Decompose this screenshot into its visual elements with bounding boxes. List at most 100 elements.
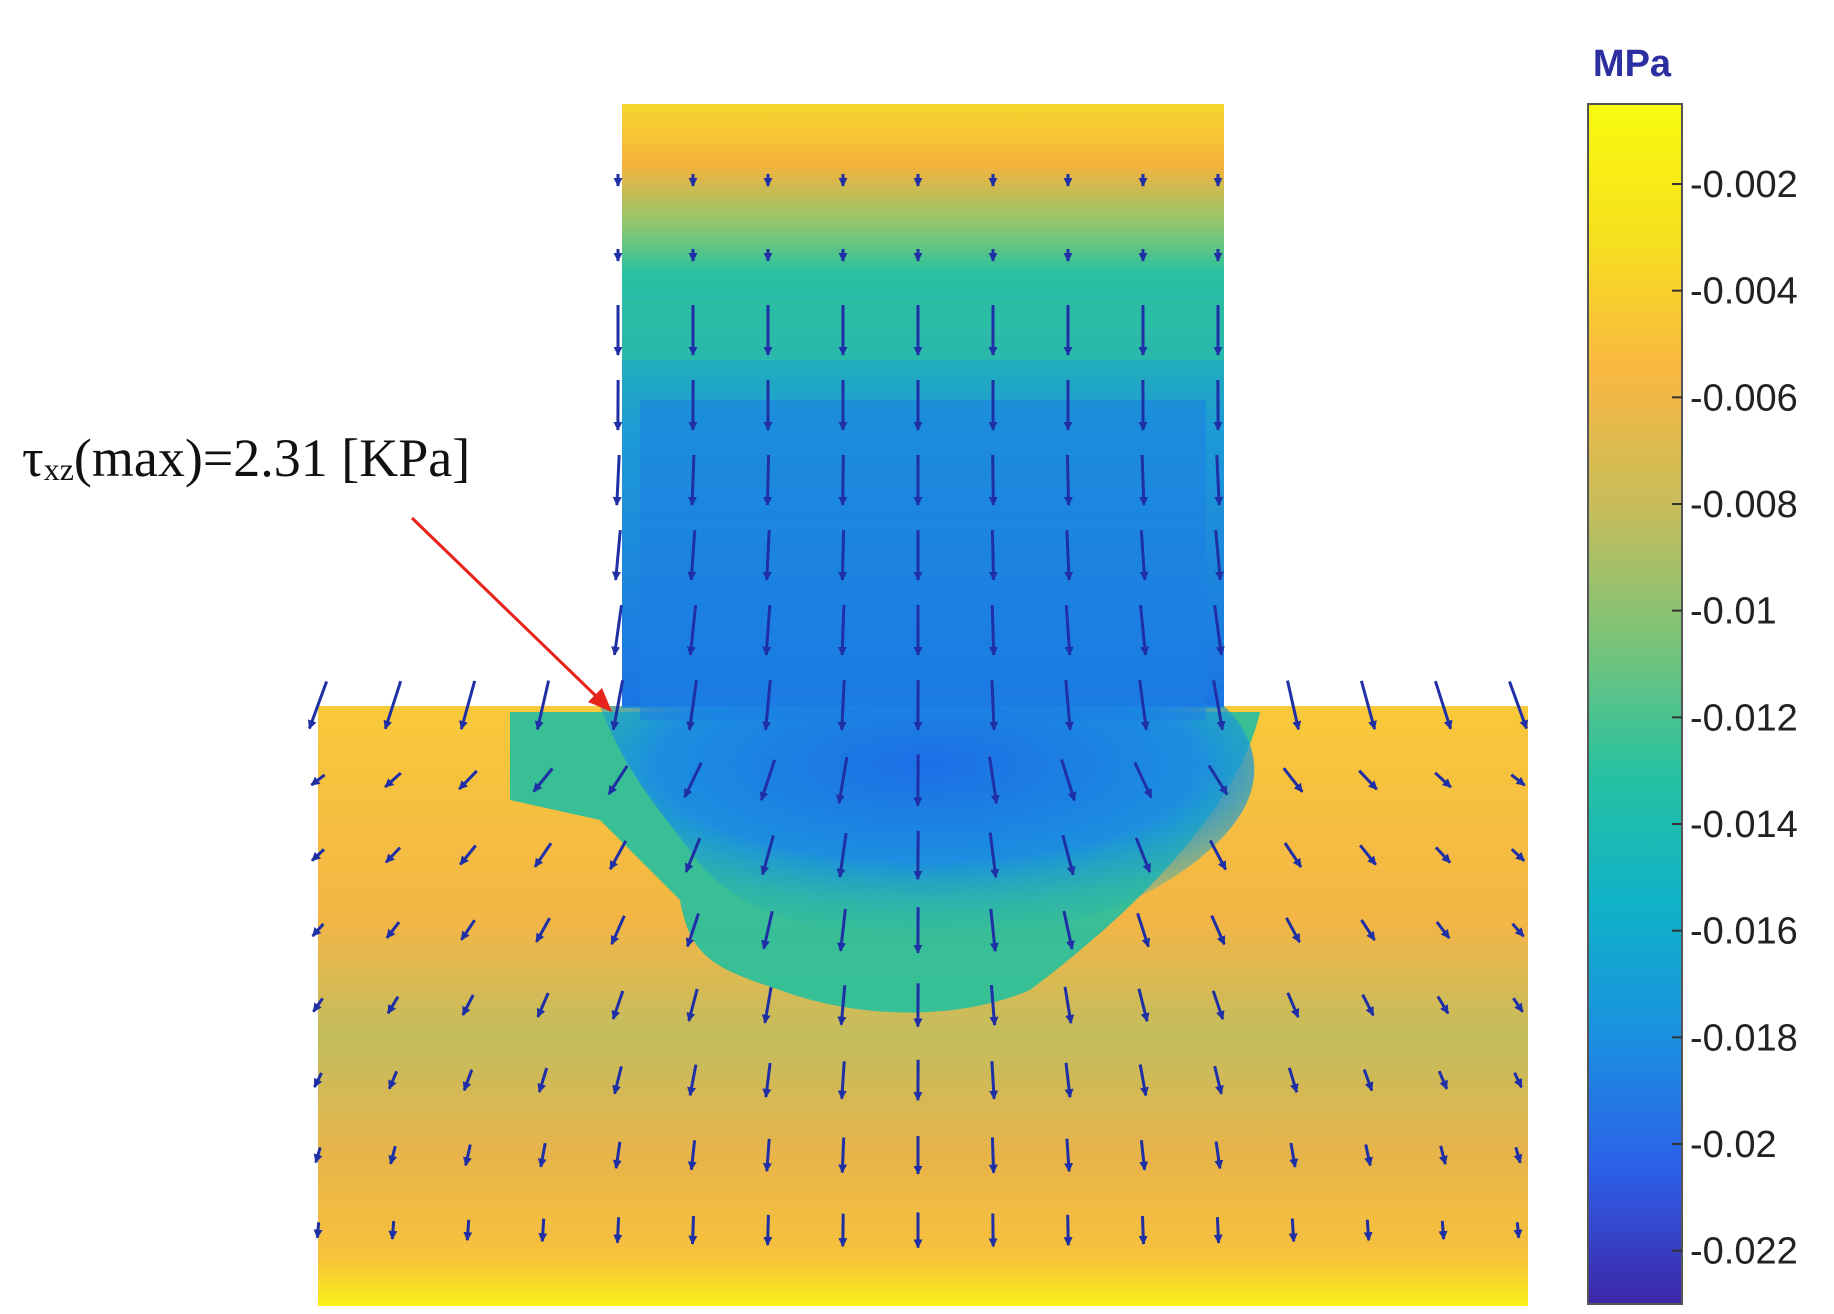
quiver-arrow — [1134, 837, 1152, 873]
colorbar-tick-label: -0.02 — [1690, 1124, 1777, 1166]
quiver-arrow — [1208, 839, 1228, 871]
quiver-arrow — [611, 529, 622, 581]
quiver-arrow — [1512, 997, 1524, 1013]
quiver-arrow — [386, 995, 400, 1015]
quiver-arrow — [1282, 767, 1304, 793]
quiver-arrow — [683, 762, 703, 799]
quiver-arrow — [537, 1067, 549, 1093]
colorbar-tick-label: -0.012 — [1690, 697, 1798, 739]
quiver-arrow — [311, 922, 325, 938]
quiver-arrow — [1139, 604, 1150, 656]
quiver-arrow — [1513, 1072, 1523, 1089]
quiver-arrow — [1289, 1142, 1299, 1168]
colorbar-tick-label: -0.022 — [1690, 1231, 1798, 1273]
quiver-arrow — [837, 679, 847, 731]
quiver-arrow — [838, 454, 848, 506]
quiver-arrow — [1437, 1070, 1449, 1090]
quiver-arrow — [607, 764, 629, 796]
colorbar-tick-label: -0.008 — [1690, 484, 1798, 526]
quiver-arrow — [385, 921, 401, 939]
quiver-arrow — [459, 680, 477, 730]
quiver-arrow — [388, 1220, 398, 1240]
quiver-arrow — [536, 992, 550, 1018]
quiver-arrow — [1434, 771, 1452, 789]
annotation-label: τxz(max)=2.31 [KPa] — [22, 428, 470, 488]
quiver-arrow — [687, 1064, 698, 1097]
quiver-arrow — [1285, 917, 1301, 943]
quiver-arrow — [1063, 1214, 1073, 1247]
quiver-arrow — [1508, 680, 1528, 730]
quiver-arrow — [1361, 994, 1375, 1017]
quiver-arrow — [1360, 919, 1376, 941]
quiver-arrow — [463, 1219, 473, 1242]
quiver-arrow — [611, 604, 623, 656]
quiver-arrow — [685, 913, 700, 948]
quiver-arrow — [535, 917, 551, 943]
quiver-arrow — [1213, 604, 1225, 656]
quiver-arrow — [312, 997, 324, 1013]
colorbar-tick-label: -0.01 — [1690, 591, 1777, 633]
quiver-arrow — [1283, 842, 1303, 868]
quiver-arrow — [1063, 986, 1075, 1024]
quiver-arrow — [988, 529, 998, 581]
colorbar-tick-label: -0.006 — [1690, 377, 1798, 419]
quiver-arrow — [1064, 679, 1074, 731]
quiver-arrow — [534, 680, 551, 731]
quiver-arrow — [1359, 680, 1377, 730]
colorbar-ticks: -0.002 -0.004 -0.006 -0.008 -0.01 -0.012 -0.01… — [1672, 164, 1798, 1273]
quiver-arrow — [1214, 1141, 1224, 1170]
quiver-arrow — [1286, 992, 1300, 1019]
quiver-arrow — [384, 771, 402, 789]
quiver-arrow — [610, 680, 625, 731]
quiver-arrow — [1435, 920, 1451, 940]
quiver-arrow — [388, 1145, 398, 1165]
quiver-arrow — [1064, 604, 1074, 656]
quiver-arrow — [762, 604, 772, 656]
quiver-arrow — [988, 832, 1000, 879]
quiver-arrow — [611, 990, 625, 1020]
blue-core — [600, 706, 1255, 940]
quiver-arrow — [686, 604, 698, 656]
quiver-arrow — [1364, 1144, 1373, 1167]
colorbar-tick-label: -0.004 — [1690, 271, 1798, 313]
colorbar: MPa -0.002-0.004-0.006-0.008-0.01-0.012-… — [1587, 43, 1798, 1305]
quiver-arrow — [460, 919, 476, 941]
quiver-arrow — [1510, 848, 1526, 862]
quiver-arrow — [1207, 764, 1229, 796]
quiver-arrow — [1064, 1138, 1074, 1173]
quiver-arrow — [838, 529, 848, 581]
quiver-arrow — [837, 604, 847, 656]
quiver-arrow — [313, 1072, 323, 1088]
quiver-arrow — [1133, 761, 1153, 799]
quiver-arrow — [462, 1069, 474, 1092]
quiver-arrow — [988, 1137, 998, 1174]
stem-green-band — [622, 300, 1224, 360]
quiver-arrow — [761, 679, 772, 731]
quiver-arrow — [1513, 1146, 1523, 1164]
colorbar-tick-label: -0.016 — [1690, 911, 1798, 953]
quiver-arrow — [1363, 1219, 1373, 1242]
quiver-arrow — [461, 994, 475, 1016]
quiver-arrow — [1138, 1064, 1149, 1097]
quiver-arrow — [459, 844, 477, 866]
quiver-arrow — [1139, 1140, 1149, 1171]
quiver-arrow — [1433, 680, 1453, 730]
quiver-arrow — [762, 1138, 772, 1172]
quiver-arrow — [837, 1061, 847, 1100]
quiver-arrow — [310, 773, 326, 787]
quiver-arrow — [1214, 454, 1224, 506]
quiver-arrow — [1137, 988, 1150, 1023]
quiver-arrow — [1063, 454, 1073, 506]
quiver-arrow — [1286, 680, 1302, 731]
quiver-arrows — [307, 174, 1528, 1249]
quiver-arrow — [387, 1070, 399, 1090]
annotation-arrowhead — [588, 688, 612, 712]
quiver-arrow — [989, 1061, 999, 1100]
quiver-arrow — [687, 529, 697, 581]
quiver-arrow — [1210, 914, 1226, 946]
quiver-arrow — [383, 680, 403, 730]
quiver-arrow — [313, 1147, 323, 1164]
quiver-arrow — [686, 988, 699, 1022]
quiver-arrow — [1513, 1222, 1523, 1239]
